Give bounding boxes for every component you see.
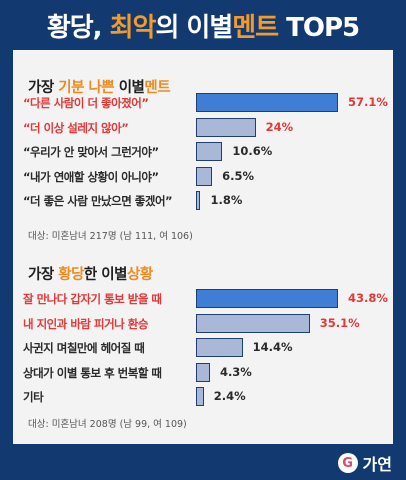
footer: G 가연: [0, 444, 406, 480]
bar-row: 기타 2.4%: [13, 386, 393, 408]
bar-row: 내 지인과 바람 피거나 환승 35.1%: [13, 313, 393, 335]
section2-title-d: 상황: [127, 267, 153, 283]
value-label: 4.3%: [219, 364, 252, 379]
section2-title-a: 가장: [28, 267, 59, 283]
category-label: 사귄지 며칠만에 헤어질 때: [23, 341, 145, 355]
section2-title: 가장 황당한 이별상황: [28, 263, 153, 284]
category-label: 내 지인과 바람 피거나 환승: [23, 316, 148, 331]
value-label: 14.4%: [252, 340, 293, 354]
bar: [196, 166, 213, 186]
section1-title-d: 멘트: [144, 80, 171, 96]
value-label: 2.4%: [213, 389, 246, 403]
section1-note: 대상: 미혼남녀 217명 (남 111, 여 106): [28, 231, 193, 242]
section1-title-c: 이별: [114, 80, 145, 96]
category-label: 기타: [23, 390, 44, 404]
header: 황당, 최악의 이별멘트 TOP5: [0, 0, 406, 50]
value-label: 35.1%: [319, 315, 360, 330]
bar-row: “우리가 안 맞아서 그런거야” 10.6%: [13, 141, 393, 163]
bar-row: 잘 만나다 갑자기 통보 받을 때 43.8%: [13, 288, 393, 310]
heart-g-logo-icon: G: [337, 453, 358, 473]
title-part2: 의 이별: [155, 12, 233, 43]
bar-row: “더 좋은 사람 만났으면 좋겠어” 1.8%: [13, 190, 393, 212]
section2-title-b: 황당: [58, 267, 84, 283]
title-part3: TOP5: [278, 12, 360, 43]
value-label: 6.5%: [222, 168, 255, 183]
category-label: “우리가 안 맞아서 그런거야”: [23, 145, 159, 159]
category-label: “더 이상 설레지 않아”: [23, 120, 129, 135]
value-label: 24%: [265, 119, 294, 134]
chart-absurd-breakup-situations: 잘 만나다 갑자기 통보 받을 때 43.8% 내 지인과 바람 피거나 환승 35.…: [13, 288, 393, 413]
value-label: 1.8%: [210, 193, 243, 207]
bar: [196, 338, 243, 357]
bar-row: 사귄지 며칠만에 헤어질 때 14.4%: [13, 337, 393, 359]
bar: [196, 387, 204, 406]
bar: [196, 313, 310, 333]
title-part1: 황당,: [46, 12, 110, 43]
bar-row: “다른 사람이 더 좋아졌어” 57.1%: [13, 92, 393, 114]
category-label: “내가 연애할 상황이 아니야”: [23, 169, 159, 184]
section2-title-c: 한 이별: [83, 267, 128, 283]
value-label: 10.6%: [232, 144, 273, 158]
bar: [196, 191, 201, 210]
bar: [196, 289, 338, 308]
bar: [196, 142, 223, 161]
bar-row: 상대가 이별 통보 후 번복할 때 4.3%: [13, 362, 393, 384]
value-label: 57.1%: [348, 95, 388, 109]
category-label: 상대가 이별 통보 후 번복할 때: [23, 365, 162, 380]
title-highlight: 최악: [109, 12, 157, 43]
bar-row: “내가 연애할 상황이 아니야” 6.5%: [13, 166, 393, 188]
section2-note: 대상: 미혼남녀 208명 (남 99, 여 109): [28, 419, 187, 430]
title-highlight2: 멘트: [232, 12, 279, 43]
bar-row: “더 이상 설레지 않아” 24%: [13, 117, 393, 139]
brand-logo: G 가연: [337, 451, 392, 475]
section1-title: 가장 기분 나쁜 이별멘트: [28, 76, 171, 97]
brand-name: 가연: [362, 455, 392, 474]
category-label: 잘 만나다 갑자기 통보 받을 때: [23, 292, 162, 306]
chart-bad-breakup-words: “다른 사람이 더 좋아졌어” 57.1% “더 이상 설레지 않아” 24% “우리가…: [13, 92, 393, 217]
value-label: 43.8%: [348, 291, 388, 305]
bar: [196, 117, 256, 137]
bar: [196, 93, 338, 112]
bar: [196, 362, 210, 382]
section1-title-a: 가장: [28, 80, 59, 96]
section1-title-b: 기분 나쁜: [58, 80, 115, 96]
category-label: “다른 사람이 더 좋아졌어”: [23, 96, 149, 110]
page-title: 황당, 최악의 이별멘트 TOP5: [46, 7, 360, 44]
category-label: “더 좋은 사람 만났으면 좋겠어”: [23, 194, 173, 208]
content-card: 가장 기분 나쁜 이별멘트 “다른 사람이 더 좋아졌어” 57.1% “더 이상 …: [13, 50, 393, 444]
